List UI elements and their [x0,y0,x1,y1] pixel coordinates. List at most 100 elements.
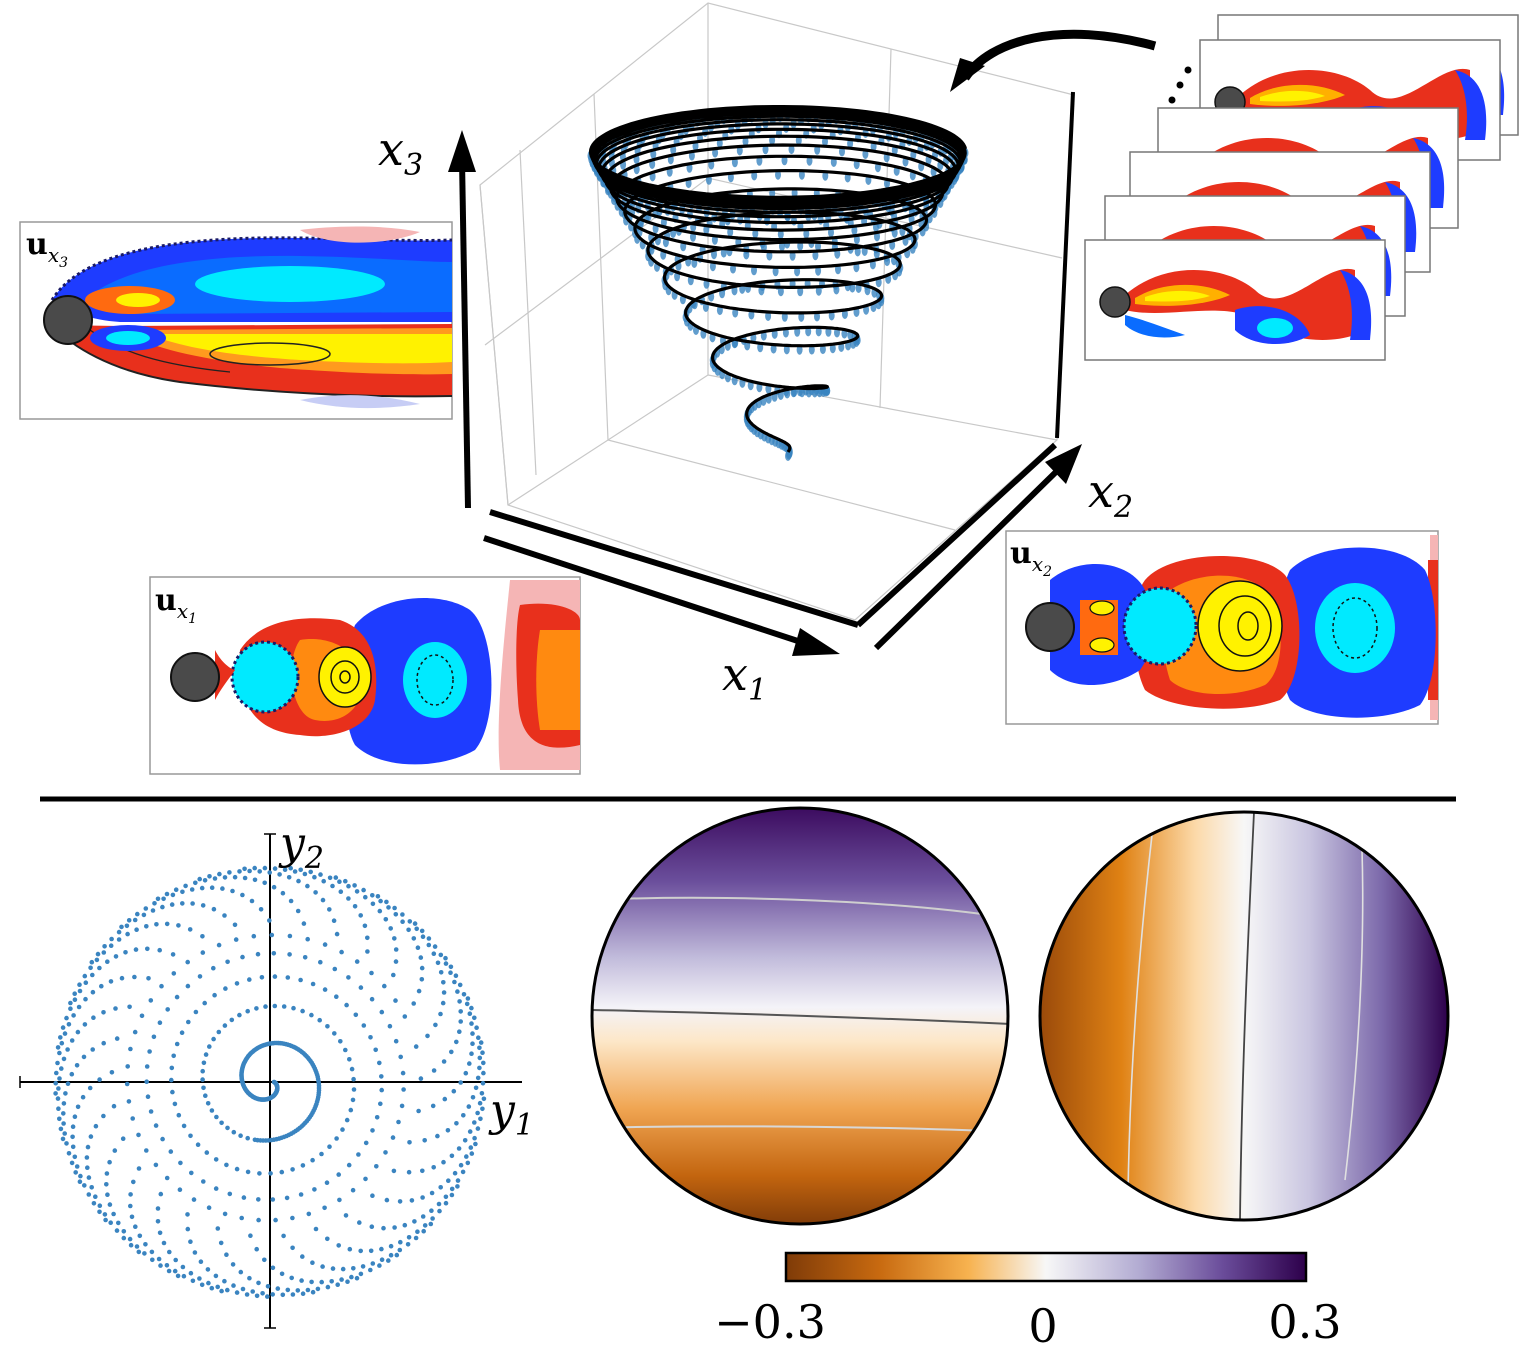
spiral-dot [280,1292,286,1298]
spiral-dot [474,1025,479,1030]
spiral-dot [469,1051,474,1056]
spiral-dot [370,901,376,907]
y-plane-plot: y2 y1 [19,818,534,1329]
spiral-dot [272,866,278,871]
spiral-dot [291,1005,296,1011]
spiral-dot [135,911,140,917]
spiral-dot [337,879,342,884]
spiral-dot [254,1293,260,1299]
spiral-dot [315,1286,321,1292]
spiral-dot [167,1249,172,1255]
spiral-dot [412,921,418,926]
spiral-dot [363,894,368,900]
spiral-dot [455,1178,461,1183]
spiral-dot [446,1178,451,1183]
spiral-dot [386,905,391,910]
spiral-dot [458,1019,464,1024]
spiral-dot [64,1141,69,1146]
spiral-dot [392,1225,397,1230]
spiral-dot [72,1114,78,1119]
spiral-dot [240,954,245,960]
spiral-dot [186,1019,191,1025]
spiral-dot [193,1009,199,1015]
spiral-dot [262,880,268,886]
spiral-dot [368,1035,373,1040]
spiral-dot [270,1265,276,1271]
spiral-dot [77,988,83,994]
spiral-dot [175,1273,181,1279]
spiral-dot [445,1128,451,1133]
spiral-dot [239,1215,244,1221]
spiral-dot [290,1215,295,1221]
spiral-dot [481,1060,486,1066]
spiral-dot [234,1290,240,1295]
spiral-dot [61,1121,66,1126]
spiral-dot [393,947,399,952]
spiral-dot [425,1033,430,1039]
spiral-dot [464,1001,470,1007]
spiral-dot [227,870,232,875]
spiral-dot [331,918,337,923]
spiral-dot [473,1085,479,1091]
spiral-dot [232,874,238,880]
spiral-dot [185,1212,190,1217]
spiral-dot [144,924,149,929]
spiral-dot [396,1119,401,1125]
spiral-dot [420,1168,425,1174]
spiral-dot [398,1054,404,1060]
spiral-dot [193,880,198,886]
spiral-dot [160,1136,165,1142]
spiral-dot [61,1111,66,1116]
spiral-dot [330,883,335,889]
spiral-dot [144,1148,149,1153]
spiral-dot [438,970,444,975]
spiral-dot [178,1160,183,1166]
spiral-dot [457,999,462,1004]
spiral-dot [200,950,206,955]
spiral-dot [295,908,301,914]
spiral-dot [256,1280,261,1286]
spiral-dot [318,872,323,877]
spiral-dot [57,1050,62,1056]
spiral-dot [468,1145,474,1150]
spiral-dot [108,979,114,984]
spiral-dot [480,1080,486,1086]
spiral-dot [354,1275,360,1281]
spiral-dot [230,1262,236,1267]
spiral-dot [237,1012,242,1018]
spiral-dot [429,1208,434,1213]
spiral-dot [453,973,459,978]
spiral-dot [263,1004,268,1009]
spiral-dot [391,1168,397,1174]
spiral-dot [89,959,95,965]
spiral-dot [260,1291,265,1296]
spiral-dot [384,899,389,905]
spiral-dot [174,1041,180,1047]
spiral-dot [58,1126,64,1132]
spiral-dot [124,923,130,929]
spiral-dot [125,1064,130,1069]
spiral-dot [319,1151,324,1157]
spiral-dot [448,970,453,975]
spiral-dot [469,1151,475,1156]
spiral-dot [252,1137,258,1143]
spiral-dot [136,1249,142,1255]
spiral-dot [443,961,449,966]
spiral-dot [214,1114,219,1120]
spiral-dot [467,1061,472,1066]
disc-y1 [590,806,1010,1226]
spiral-dot [153,1123,159,1128]
spiral-dot [77,1179,83,1184]
spiral-dot [451,1088,457,1094]
spiral-dot [415,1229,420,1234]
spiral-dot [190,901,195,906]
spiral-dot [382,983,387,989]
spiral-dot [362,923,368,929]
spiral-dot [443,955,448,961]
spiral-dot [369,970,374,976]
spiral-dot [171,1053,176,1059]
spiral-dot [101,1113,106,1119]
spiral-dot [262,865,268,871]
spiral-dot [213,1273,219,1279]
spiral-dot [74,1063,80,1068]
